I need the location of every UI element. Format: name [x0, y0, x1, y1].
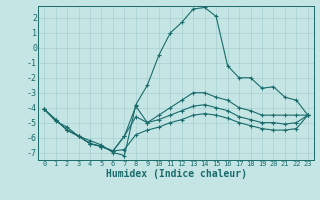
X-axis label: Humidex (Indice chaleur): Humidex (Indice chaleur) — [106, 169, 246, 179]
